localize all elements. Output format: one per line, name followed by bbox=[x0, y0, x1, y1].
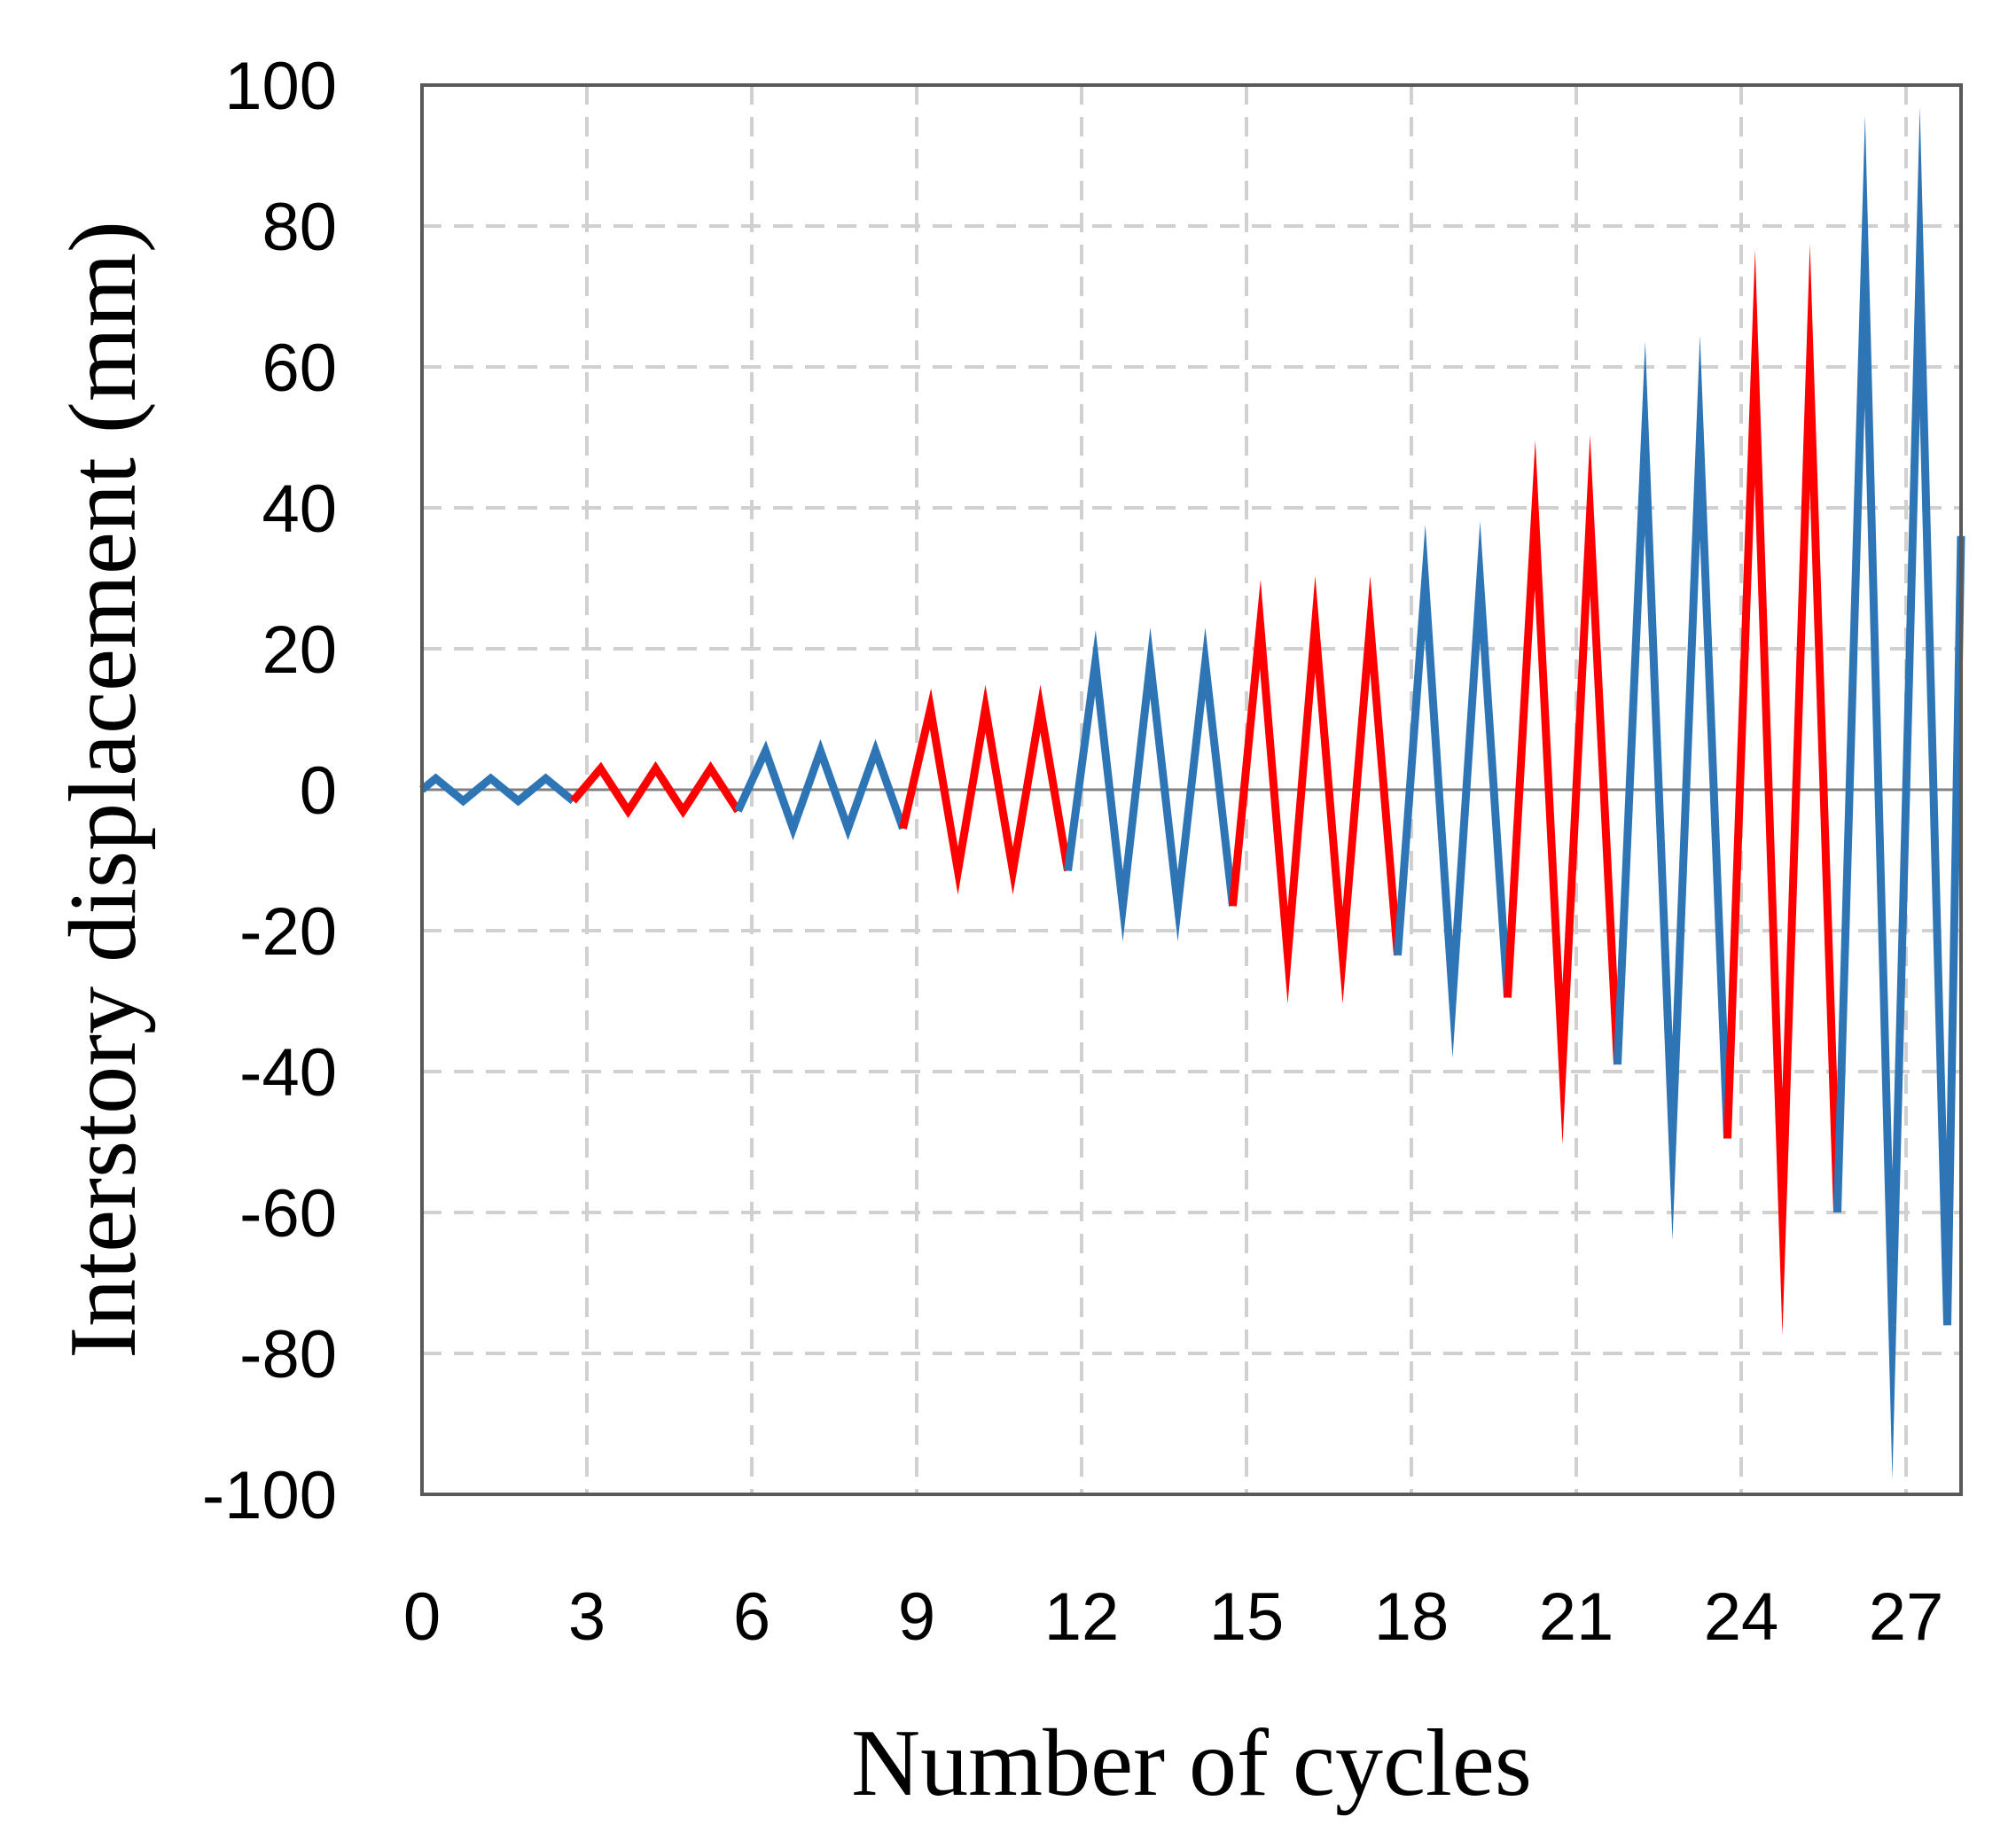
y-axis-title: Interstory displacement (mm) bbox=[51, 221, 156, 1359]
series-group-1 bbox=[419, 773, 576, 807]
x-tick-label: 18 bbox=[1374, 1579, 1449, 1655]
y-tick-label: -80 bbox=[239, 1317, 337, 1392]
x-tick-label: 24 bbox=[1704, 1579, 1779, 1655]
y-tick-label: -20 bbox=[239, 894, 337, 970]
series-group-9 bbox=[1614, 335, 1731, 1241]
series-group-11 bbox=[1833, 106, 1965, 1480]
x-tick-label: 6 bbox=[733, 1579, 770, 1655]
y-tick-label: 20 bbox=[262, 612, 337, 688]
series-group-10 bbox=[1723, 244, 1841, 1336]
series-group-6 bbox=[1229, 575, 1402, 1004]
x-axis-title: Number of cycles bbox=[851, 1711, 1532, 1816]
series-group-5 bbox=[1064, 627, 1237, 942]
data-series-group bbox=[419, 106, 1965, 1480]
x-tick-label: 27 bbox=[1869, 1579, 1944, 1655]
y-tick-label: 60 bbox=[262, 331, 337, 406]
x-tick-label: 3 bbox=[568, 1579, 606, 1655]
y-tick-label: 100 bbox=[224, 49, 337, 124]
series-group-7 bbox=[1394, 521, 1512, 1058]
plot-area-frame bbox=[420, 83, 1963, 1496]
x-tick-labels: 0 3 6 9 12 15 18 21 24 27 bbox=[403, 1579, 1943, 1655]
y-tick-label: 40 bbox=[262, 472, 337, 547]
series-group-2 bbox=[570, 760, 742, 819]
y-tick-label: 0 bbox=[300, 753, 337, 829]
y-tick-label: -40 bbox=[239, 1035, 337, 1111]
x-tick-label: 15 bbox=[1209, 1579, 1285, 1655]
y-tick-label: 80 bbox=[262, 190, 337, 265]
x-tick-label: 21 bbox=[1539, 1579, 1614, 1655]
y-tick-label: -100 bbox=[202, 1458, 337, 1533]
x-tick-label: 0 bbox=[403, 1579, 441, 1655]
series-group-3 bbox=[734, 738, 907, 841]
x-tick-label: 12 bbox=[1044, 1579, 1120, 1655]
y-tick-label: -60 bbox=[239, 1176, 337, 1251]
series-group-4 bbox=[899, 684, 1072, 895]
series-group-8 bbox=[1504, 434, 1621, 1145]
y-tick-labels: 100 80 60 40 20 0 -20 -40 -60 -80 -100 bbox=[202, 49, 337, 1533]
x-tick-label: 9 bbox=[898, 1579, 935, 1655]
